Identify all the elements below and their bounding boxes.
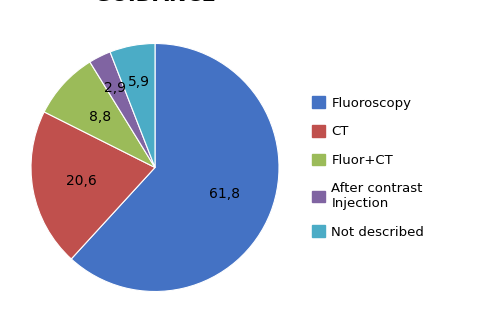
Wedge shape [110, 44, 155, 168]
Wedge shape [90, 52, 155, 168]
Title: GUIDANCE: GUIDANCE [94, 0, 216, 5]
Text: 61,8: 61,8 [209, 188, 240, 201]
Text: 2,9: 2,9 [104, 81, 126, 94]
Legend: Fluoroscopy, CT, Fluor+CT, After contrast
Injection, Not described: Fluoroscopy, CT, Fluor+CT, After contras… [312, 96, 424, 239]
Wedge shape [44, 62, 155, 168]
Text: 20,6: 20,6 [66, 174, 97, 188]
Wedge shape [72, 44, 279, 291]
Wedge shape [31, 112, 155, 259]
Text: 5,9: 5,9 [128, 75, 150, 89]
Text: 8,8: 8,8 [89, 110, 111, 124]
